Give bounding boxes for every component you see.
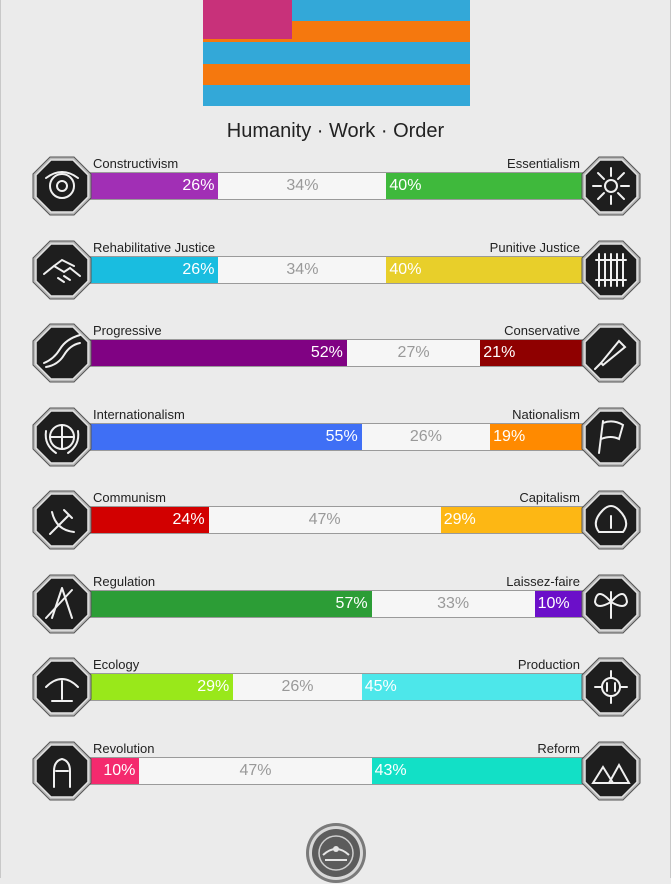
middle-percent: 47% xyxy=(308,511,341,528)
axis-bar: 26% 34% 40% xyxy=(90,255,584,284)
right-label: Punitive Justice xyxy=(489,239,580,255)
ideology-flag xyxy=(203,0,470,107)
axis-bar: 52% 27% 21% xyxy=(90,339,584,367)
axis-bar: 55% 26% 19% xyxy=(90,422,584,451)
middle-percent: 34% xyxy=(286,177,319,194)
frame-line-left xyxy=(0,0,1,878)
flag-canton xyxy=(203,0,292,39)
raised-fist-icon xyxy=(32,741,92,801)
middle-percent: 34% xyxy=(286,260,319,278)
right-label: Production xyxy=(517,657,580,672)
left-label: Constructivism xyxy=(93,156,179,171)
prison-bars-icon xyxy=(581,240,641,300)
axis-bar: 10% 47% 43% xyxy=(90,756,584,785)
middle-percent: 33% xyxy=(437,594,470,612)
lens-eye-icon xyxy=(32,156,92,216)
axis-row: 26% 34% 40% Constructivism Essentialism xyxy=(0,156,671,218)
right-label: Reform xyxy=(537,740,580,756)
left-percent: 10% xyxy=(90,757,140,784)
left-percent: 29% xyxy=(90,674,234,700)
axis-bar: 29% 26% 45% xyxy=(90,673,584,701)
ruler-compass-icon xyxy=(32,574,92,634)
left-percent: 55% xyxy=(90,423,362,450)
right-percent: 40% xyxy=(386,173,584,199)
axis-bar: 24% 47% 29% xyxy=(90,506,584,534)
fountain-pen-icon xyxy=(581,323,641,383)
waving-flag-icon xyxy=(581,407,641,467)
middle-percent: 26% xyxy=(281,678,314,695)
right-percent: 45% xyxy=(361,674,584,700)
left-percent: 26% xyxy=(90,256,219,283)
left-label: Progressive xyxy=(93,323,162,338)
axis-row: 26% 34% 40% Rehabilitative Justice Punitive… xyxy=(0,240,671,302)
axis-row: 24% 47% 29% Communism Capitalism xyxy=(0,490,671,552)
right-label: Nationalism xyxy=(512,406,580,422)
axis-row: 57% 33% 10% Regulation Laissez-faire xyxy=(0,574,671,636)
handshake-icon xyxy=(32,240,92,300)
money-bag-icon xyxy=(581,490,641,550)
hammer-sickle-icon xyxy=(32,490,92,550)
axis-row: 55% 26% 19% Internationalism Nationalism xyxy=(0,407,671,469)
right-percent: 43% xyxy=(371,757,584,784)
right-label: Conservative xyxy=(504,323,580,338)
wheat-sheaf-icon xyxy=(581,156,641,216)
middle-percent: 26% xyxy=(409,427,442,445)
left-label: Internationalism xyxy=(93,406,185,422)
right-label: Capitalism xyxy=(519,490,580,505)
middle-percent: 47% xyxy=(239,761,272,779)
left-percent: 52% xyxy=(90,340,347,366)
right-percent: 19% xyxy=(490,423,584,450)
motto-title: Humanity · Work · Order xyxy=(226,120,445,142)
globe-wreath-icon xyxy=(32,407,92,467)
butterfly-icon xyxy=(581,574,641,634)
axis-bar: 26% 34% 40% xyxy=(90,172,584,200)
flag-stripe xyxy=(203,63,470,86)
axis-row: 29% 26% 45% Ecology Production xyxy=(0,657,671,719)
factory-gear-icon xyxy=(581,657,641,717)
right-label: Laissez-faire xyxy=(506,573,580,589)
left-label: Communism xyxy=(93,490,166,505)
left-percent: 26% xyxy=(90,173,219,199)
axis-row: 52% 27% 21% Progressive Conservative xyxy=(0,323,671,385)
tents-icon xyxy=(581,741,641,801)
left-label: Rehabilitative Justice xyxy=(93,239,216,255)
right-percent: 29% xyxy=(440,507,584,533)
middle-percent: 27% xyxy=(397,344,430,361)
left-percent: 24% xyxy=(90,507,209,533)
right-percent: 40% xyxy=(386,256,584,283)
right-percent: 21% xyxy=(480,340,584,366)
left-label: Ecology xyxy=(93,657,140,672)
axis-row: 10% 47% 43% Revolution Reform xyxy=(0,741,671,803)
eagle-icon xyxy=(32,657,92,717)
right-label: Essentialism xyxy=(507,156,580,171)
left-label: Regulation xyxy=(93,573,156,589)
flag-stripe xyxy=(203,84,470,107)
left-percent: 57% xyxy=(90,590,372,617)
right-percent: 10% xyxy=(534,590,584,617)
round-seal-icon xyxy=(306,823,366,883)
left-label: Revolution xyxy=(93,740,155,756)
wave-ribbon-icon xyxy=(32,323,92,383)
axis-bar: 57% 33% 10% xyxy=(90,589,584,618)
flag-stripe xyxy=(203,42,470,65)
